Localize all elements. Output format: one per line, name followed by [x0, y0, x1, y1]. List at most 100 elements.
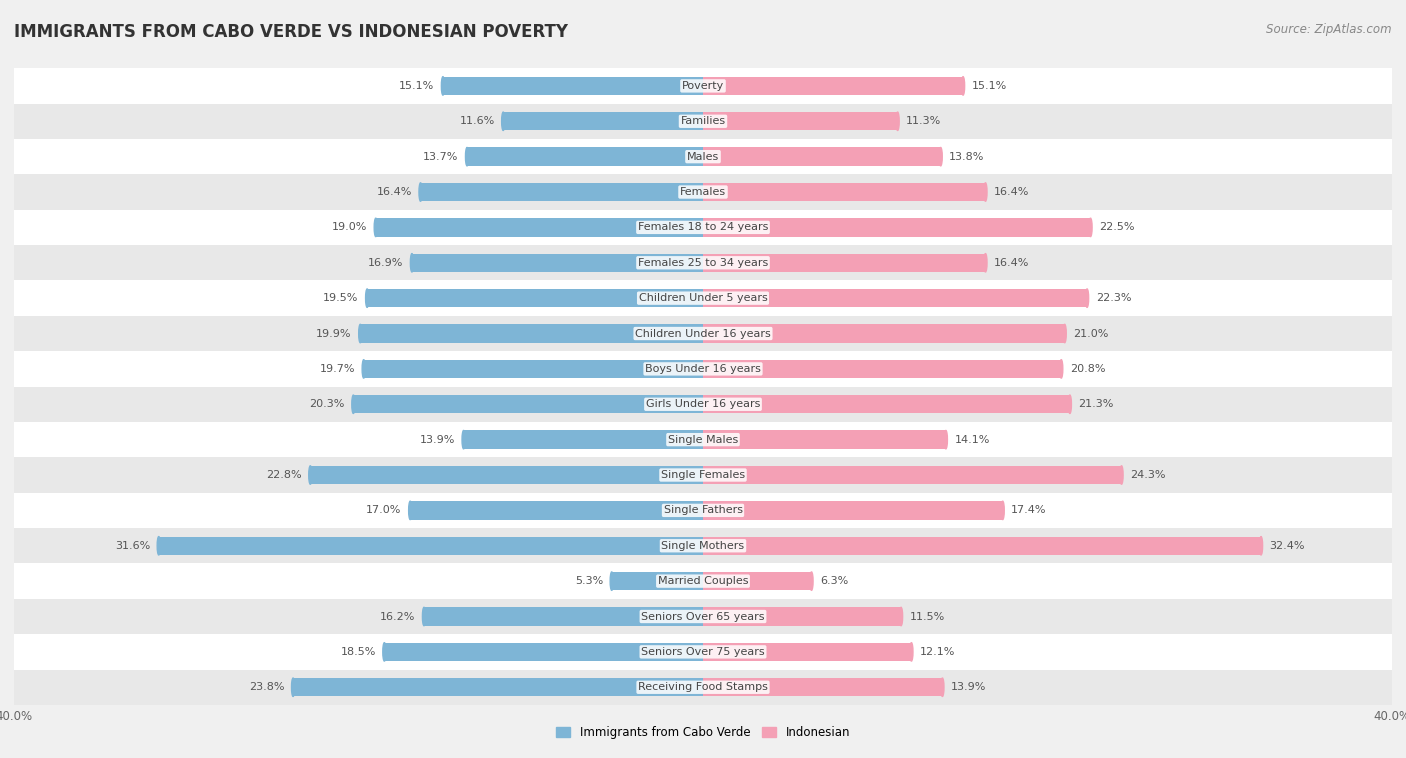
- Ellipse shape: [1260, 537, 1263, 555]
- Text: Seniors Over 75 years: Seniors Over 75 years: [641, 647, 765, 657]
- Bar: [14, 634, 1392, 669]
- Ellipse shape: [1121, 466, 1123, 484]
- Bar: [14, 316, 1392, 351]
- Bar: [467, 148, 703, 166]
- Bar: [703, 431, 946, 449]
- Text: Single Females: Single Females: [661, 470, 745, 480]
- Text: 14.1%: 14.1%: [955, 434, 990, 445]
- Text: 16.4%: 16.4%: [994, 187, 1029, 197]
- Text: 13.8%: 13.8%: [949, 152, 984, 161]
- Bar: [367, 289, 703, 307]
- Bar: [360, 324, 703, 343]
- Text: 15.1%: 15.1%: [972, 81, 1007, 91]
- Text: 16.4%: 16.4%: [994, 258, 1029, 268]
- Ellipse shape: [896, 112, 900, 130]
- Text: 19.5%: 19.5%: [323, 293, 359, 303]
- Bar: [411, 501, 703, 519]
- Ellipse shape: [1090, 218, 1092, 236]
- Bar: [703, 572, 811, 590]
- Text: Seniors Over 65 years: Seniors Over 65 years: [641, 612, 765, 622]
- Text: 31.6%: 31.6%: [115, 540, 150, 551]
- Ellipse shape: [1063, 324, 1066, 343]
- Text: IMMIGRANTS FROM CABO VERDE VS INDONESIAN POVERTY: IMMIGRANTS FROM CABO VERDE VS INDONESIAN…: [14, 23, 568, 41]
- Text: Receiving Food Stamps: Receiving Food Stamps: [638, 682, 768, 692]
- Text: Poverty: Poverty: [682, 81, 724, 91]
- Ellipse shape: [984, 183, 987, 201]
- Bar: [159, 537, 703, 555]
- Text: Children Under 5 years: Children Under 5 years: [638, 293, 768, 303]
- Bar: [14, 174, 1392, 210]
- Ellipse shape: [502, 112, 505, 130]
- Text: 20.3%: 20.3%: [309, 399, 344, 409]
- Bar: [14, 563, 1392, 599]
- Bar: [384, 643, 703, 661]
- Bar: [703, 395, 1070, 413]
- Text: 21.0%: 21.0%: [1073, 328, 1109, 339]
- Ellipse shape: [382, 643, 385, 661]
- Ellipse shape: [1069, 395, 1071, 413]
- Text: Source: ZipAtlas.com: Source: ZipAtlas.com: [1267, 23, 1392, 36]
- Ellipse shape: [465, 148, 468, 166]
- Text: 20.8%: 20.8%: [1070, 364, 1105, 374]
- Bar: [503, 112, 703, 130]
- Text: 19.9%: 19.9%: [316, 328, 352, 339]
- Bar: [703, 466, 1122, 484]
- Text: 32.4%: 32.4%: [1270, 540, 1305, 551]
- Text: 13.9%: 13.9%: [950, 682, 987, 692]
- Text: 12.1%: 12.1%: [920, 647, 956, 657]
- Text: 5.3%: 5.3%: [575, 576, 603, 586]
- Text: Females 18 to 24 years: Females 18 to 24 years: [638, 222, 768, 233]
- Text: 15.1%: 15.1%: [399, 81, 434, 91]
- Text: 13.9%: 13.9%: [419, 434, 456, 445]
- Bar: [14, 245, 1392, 280]
- Text: 22.5%: 22.5%: [1099, 222, 1135, 233]
- Bar: [14, 68, 1392, 104]
- Text: Single Mothers: Single Mothers: [661, 540, 745, 551]
- Text: Females 25 to 34 years: Females 25 to 34 years: [638, 258, 768, 268]
- Bar: [412, 254, 703, 272]
- Ellipse shape: [352, 395, 354, 413]
- Text: 19.7%: 19.7%: [319, 364, 356, 374]
- Ellipse shape: [363, 360, 366, 378]
- Text: 21.3%: 21.3%: [1078, 399, 1114, 409]
- Ellipse shape: [900, 607, 903, 625]
- Bar: [311, 466, 703, 484]
- Bar: [14, 387, 1392, 422]
- Bar: [443, 77, 703, 95]
- Bar: [703, 218, 1091, 236]
- Ellipse shape: [309, 466, 312, 484]
- Ellipse shape: [810, 572, 813, 590]
- Text: Females: Females: [681, 187, 725, 197]
- Bar: [703, 324, 1064, 343]
- Bar: [612, 572, 703, 590]
- Text: Single Fathers: Single Fathers: [664, 506, 742, 515]
- Bar: [14, 104, 1392, 139]
- Legend: Immigrants from Cabo Verde, Indonesian: Immigrants from Cabo Verde, Indonesian: [551, 721, 855, 744]
- Bar: [14, 493, 1392, 528]
- Ellipse shape: [441, 77, 444, 95]
- Bar: [703, 607, 901, 625]
- Ellipse shape: [945, 431, 948, 449]
- Text: 18.5%: 18.5%: [340, 647, 375, 657]
- Bar: [420, 183, 703, 201]
- Text: 17.0%: 17.0%: [366, 506, 402, 515]
- Bar: [703, 148, 941, 166]
- Bar: [14, 210, 1392, 245]
- Bar: [14, 457, 1392, 493]
- Ellipse shape: [366, 289, 368, 307]
- Text: 16.9%: 16.9%: [368, 258, 404, 268]
- Text: Boys Under 16 years: Boys Under 16 years: [645, 364, 761, 374]
- Text: 19.0%: 19.0%: [332, 222, 367, 233]
- Ellipse shape: [422, 607, 426, 625]
- Text: 24.3%: 24.3%: [1130, 470, 1166, 480]
- Ellipse shape: [1060, 360, 1063, 378]
- Bar: [703, 678, 942, 697]
- Text: 11.6%: 11.6%: [460, 116, 495, 127]
- Ellipse shape: [291, 678, 295, 697]
- Text: 16.4%: 16.4%: [377, 187, 412, 197]
- Ellipse shape: [962, 77, 965, 95]
- Bar: [464, 431, 703, 449]
- Text: 13.7%: 13.7%: [423, 152, 458, 161]
- Bar: [375, 218, 703, 236]
- Text: 23.8%: 23.8%: [249, 682, 284, 692]
